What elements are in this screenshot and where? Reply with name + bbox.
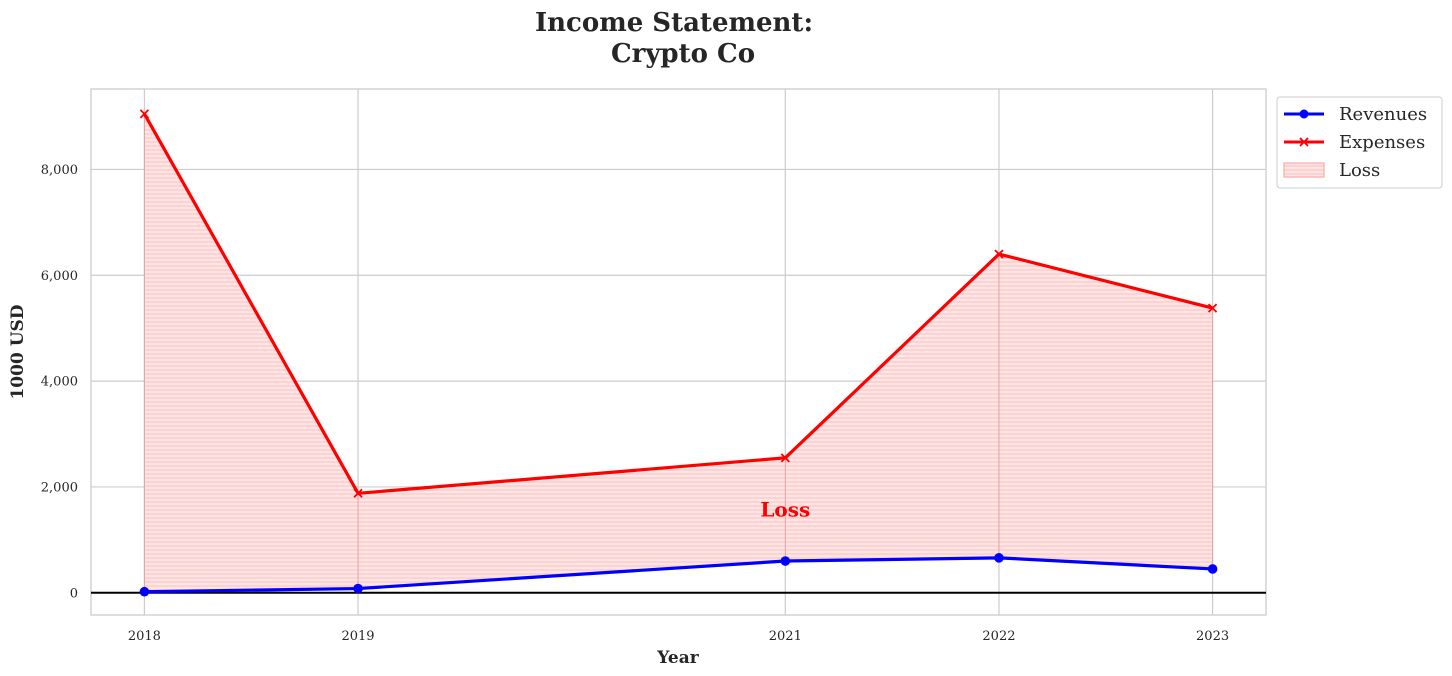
x-tick-labels: 2018 2019 2021 2022 2023 (128, 629, 1229, 644)
y-tick-label: 6,000 (41, 269, 78, 284)
y-tick-label: 8,000 (41, 163, 78, 178)
point-revenues (353, 583, 363, 594)
loss-annotation: Loss (760, 498, 810, 522)
point-revenues (994, 553, 1004, 563)
x-tick-label: 2021 (769, 629, 802, 644)
legend-marker-expenses (1299, 137, 1309, 147)
point-revenues (1207, 564, 1218, 574)
chart-title-line1: Income Statement: (535, 8, 813, 38)
legend-item-loss: Loss (1283, 160, 1380, 181)
x-tick-label: 2023 (1196, 629, 1229, 644)
y-tick-label: 2,000 (41, 480, 78, 495)
legend-swatch-loss (1283, 162, 1325, 178)
loss-fill (144, 113, 1213, 592)
loss-fill-layer (143, 113, 1214, 592)
x-tick-label: 2019 (341, 629, 374, 644)
point-expenses (1207, 303, 1218, 313)
x-tick-label: 2018 (128, 629, 161, 644)
legend-item-revenues: Revenues (1284, 104, 1427, 125)
x-axis-title: Year (656, 648, 699, 668)
x-tick-label: 2022 (982, 629, 1015, 644)
legend-marker-revenues (1299, 109, 1309, 119)
point-revenues (780, 556, 791, 566)
legend: Revenues Expenses Loss (1276, 96, 1443, 189)
y-tick-label: 4,000 (41, 375, 78, 390)
point-expenses (353, 488, 363, 498)
point-expenses (780, 453, 790, 463)
y-axis-title: 1000 USD (8, 304, 28, 399)
point-revenues (139, 586, 150, 597)
legend-item-expenses: Expenses (1284, 132, 1425, 153)
chart-title-line2: Crypto Co (611, 39, 755, 69)
legend-label-expenses: Expenses (1339, 132, 1425, 153)
point-expenses (139, 109, 150, 119)
series-layer (139, 109, 1218, 597)
legend-label-loss: Loss (1339, 160, 1380, 181)
y-tick-labels: 0 2,000 4,000 6,000 8,000 (41, 163, 78, 601)
y-tick-label: 0 (70, 586, 78, 601)
legend-label-revenues: Revenues (1339, 104, 1427, 125)
point-expenses (994, 249, 1004, 259)
